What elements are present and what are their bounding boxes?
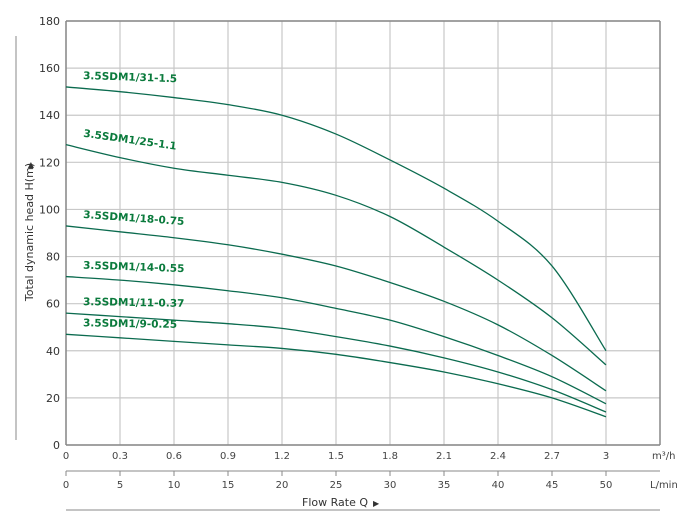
- series-label: 3.5SDM1/11-0.37: [83, 296, 185, 310]
- curve-2: [65, 225, 607, 392]
- x-axis-arrow: ▶: [373, 499, 380, 508]
- curve-1: [65, 144, 607, 366]
- series-label: 3.5SDM1/14-0.55: [83, 260, 185, 276]
- x-tick-label-secondary: 5: [117, 480, 123, 491]
- series-label: 3.5SDM1/25-1.1: [83, 128, 178, 153]
- curve-4: [65, 312, 607, 413]
- y-tick-label: 0: [53, 439, 60, 452]
- x-tick-label-primary: 2.1: [436, 451, 452, 462]
- x-tick-label-primary: 3: [603, 451, 609, 462]
- y-tick-label: 140: [39, 109, 60, 122]
- curve-5: [65, 333, 607, 418]
- y-axis-arrow: ▶: [26, 161, 35, 168]
- x-tick-label-primary: 0: [63, 451, 69, 462]
- x-tick-label-primary: 1.8: [382, 451, 398, 462]
- y-axis-title: Total dynamic head H(m): [23, 163, 36, 302]
- x-tick-label-secondary: 50: [600, 480, 613, 491]
- x-tick-label-secondary: 15: [222, 480, 235, 491]
- x-tick-label-primary: 2.4: [490, 451, 506, 462]
- series-label: 3.5SDM1/18-0.75: [83, 209, 185, 228]
- y-tick-label: 40: [46, 345, 60, 358]
- y-tick-label: 100: [39, 203, 60, 216]
- x-unit-secondary: L/min: [650, 480, 678, 491]
- x-tick-label-primary: 0.6: [166, 451, 182, 462]
- x-tick-label-primary: 0.3: [112, 451, 128, 462]
- series-label: 3.5SDM1/9-0.25: [83, 317, 177, 331]
- x-unit-primary: m³/h: [652, 451, 675, 462]
- x-tick-label-primary: 2.7: [544, 451, 560, 462]
- curve-3: [65, 275, 607, 405]
- y-tick-label: 80: [46, 251, 60, 264]
- x-tick-label-secondary: 20: [276, 480, 289, 491]
- y-tick-label: 160: [39, 62, 60, 75]
- x-tick-label-secondary: 30: [384, 480, 397, 491]
- x-tick-label-secondary: 45: [546, 480, 559, 491]
- y-tick-label: 120: [39, 156, 60, 169]
- x-tick-label-secondary: 0: [63, 480, 69, 491]
- y-tick-label: 20: [46, 392, 60, 405]
- x-tick-label-secondary: 40: [492, 480, 505, 491]
- curve-0: [65, 86, 607, 352]
- series-label: 3.5SDM1/31-1.5: [83, 70, 177, 85]
- x-tick-label-secondary: 10: [168, 480, 181, 491]
- x-tick-label-primary: 1.2: [274, 451, 290, 462]
- x-tick-label-secondary: 35: [438, 480, 451, 491]
- x-tick-label-primary: 0.9: [220, 451, 236, 462]
- x-tick-label-primary: 1.5: [328, 451, 344, 462]
- y-tick-label: 180: [39, 15, 60, 28]
- x-tick-label-secondary: 25: [330, 480, 343, 491]
- y-tick-label: 60: [46, 298, 60, 311]
- x-axis-title: Flow Rate Q: [302, 496, 368, 509]
